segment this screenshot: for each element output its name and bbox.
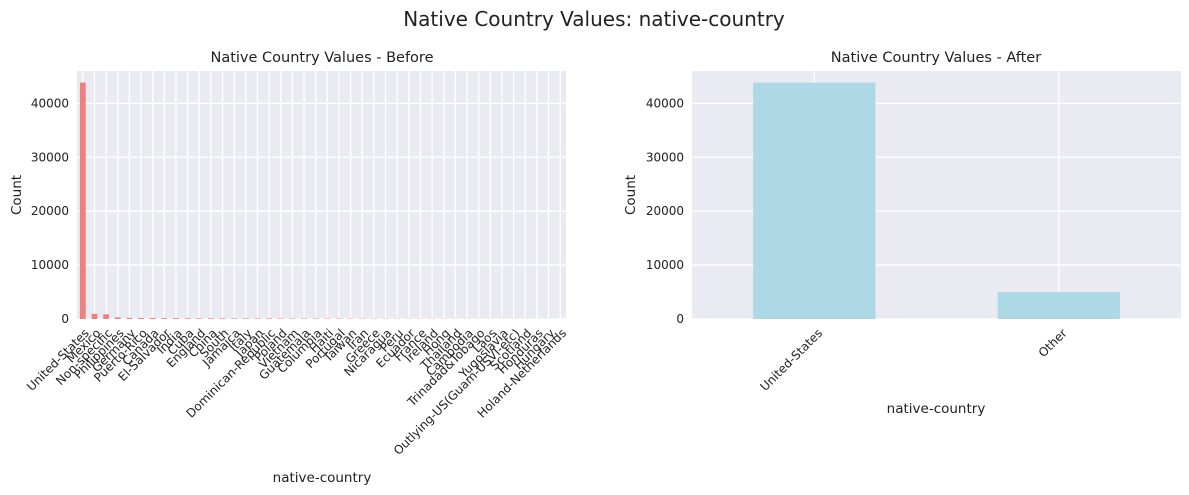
y-tick-label: 20000 (31, 204, 69, 218)
bar (138, 318, 144, 319)
bar (997, 291, 1120, 319)
bar (79, 82, 86, 319)
y-tick-label: 0 (676, 312, 684, 326)
bar (196, 318, 203, 319)
bar (103, 314, 110, 319)
chart-before: 0 10000 20000 30000 40000 United-StatesMexic… (9, 50, 569, 486)
bar (184, 318, 191, 319)
bar (753, 82, 876, 319)
bar (114, 317, 121, 319)
bar (161, 318, 168, 319)
x-axis-label-before: native-country (273, 470, 372, 486)
y-tick-label: 30000 (646, 150, 684, 164)
x-ticks-before: United-StatesMexicoNon-specificPhilippin… (24, 326, 569, 458)
chart-after: 0 10000 20000 30000 40000 United-States Other… (623, 50, 1181, 417)
bar (126, 317, 133, 319)
y-axis-label-after: Count (623, 175, 639, 215)
bar (242, 318, 249, 319)
y-tick-label: 10000 (646, 258, 684, 272)
x-tick-label: Other (1036, 326, 1070, 360)
bar (149, 318, 156, 319)
y-tick-label: 30000 (31, 150, 69, 164)
bar (219, 318, 226, 319)
x-ticks-after: United-States Other (757, 326, 1069, 394)
bar (207, 318, 214, 319)
y-tick-label: 40000 (31, 96, 69, 110)
bars-before (79, 82, 564, 319)
chart-title-after: Native Country Values - After (831, 50, 1041, 66)
chart-title-before: Native Country Values - Before (210, 50, 433, 66)
y-ticks-after: 0 10000 20000 30000 40000 (646, 96, 684, 326)
plot-area-before (77, 71, 566, 319)
y-tick-label: 20000 (646, 204, 684, 218)
bar (231, 318, 238, 319)
bars-after (753, 82, 1120, 319)
bar (91, 313, 98, 319)
x-tick-label: United-States (757, 326, 825, 394)
x-axis-label-after: native-country (887, 401, 986, 417)
y-axis-label-before: Count (9, 175, 25, 215)
y-tick-label: 10000 (31, 258, 69, 272)
bar (266, 318, 273, 319)
y-tick-label: 40000 (646, 96, 684, 110)
y-tick-label: 0 (61, 312, 69, 326)
figure-suptitle: Native Country Values: native-country (403, 7, 785, 31)
bar (173, 318, 179, 319)
y-ticks-before: 0 10000 20000 30000 40000 (31, 96, 69, 326)
